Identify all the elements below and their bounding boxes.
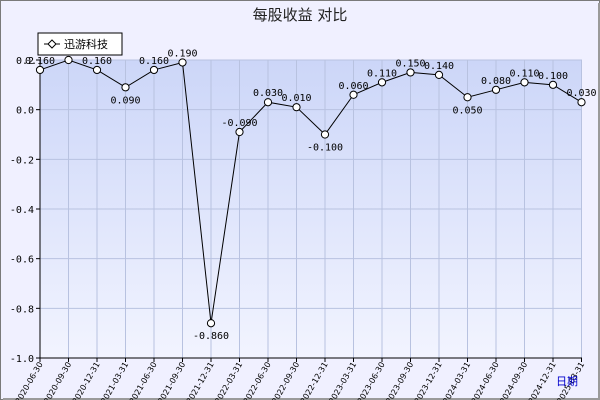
data-point bbox=[548, 80, 558, 89]
data-label: 0.100 bbox=[538, 71, 568, 82]
y-tick-label: 0.2 bbox=[16, 56, 34, 67]
data-label: 0.010 bbox=[281, 93, 311, 104]
data-label: 0.110 bbox=[509, 68, 539, 79]
chart-title: 每股收益 对比 bbox=[253, 6, 348, 24]
data-point bbox=[35, 65, 45, 75]
data-point bbox=[434, 70, 444, 80]
y-tick-label: -0.8 bbox=[10, 304, 34, 315]
series-line bbox=[39, 59, 582, 324]
x-tick-label: 2021-12-31 bbox=[185, 361, 216, 400]
x-tick-label: 2023-09-30 bbox=[384, 361, 415, 400]
data-label: 0.160 bbox=[139, 56, 169, 67]
x-tick-label: 2023-03-31 bbox=[327, 361, 358, 400]
x-tick-label: 2024-09-30 bbox=[498, 361, 529, 400]
data-point bbox=[206, 319, 216, 328]
x-tick-label: 2024-03-31 bbox=[441, 361, 472, 400]
legend-box bbox=[37, 32, 123, 56]
data-label: 0.160 bbox=[25, 56, 55, 67]
data-label: 0.090 bbox=[110, 95, 140, 106]
legend-marker-icon bbox=[47, 39, 57, 49]
x-tick-label: 2021-09-30 bbox=[156, 361, 187, 400]
x-axis-label: 日期 bbox=[556, 375, 578, 388]
data-point bbox=[235, 127, 244, 137]
data-label: 0.060 bbox=[338, 81, 368, 92]
data-label: -0.100 bbox=[307, 143, 343, 154]
data-point bbox=[178, 58, 187, 67]
legend-series-name: 迅游科技 bbox=[64, 37, 108, 51]
data-point bbox=[577, 98, 586, 107]
data-label: 0.110 bbox=[367, 68, 397, 79]
y-axis-ticks: 0.2 0.0 -0.2 -0.4 -0.6 -0.8 -1.0 bbox=[10, 56, 40, 365]
data-point bbox=[463, 93, 472, 102]
data-label: 0.150 bbox=[395, 58, 425, 69]
data-labels: 0.1600.2000.1600.0900.1600.190-0.860-0.0… bbox=[25, 46, 597, 342]
data-label: -0.860 bbox=[193, 331, 229, 342]
x-tick-label: 2023-06-30 bbox=[356, 361, 387, 400]
data-label: 0.030 bbox=[253, 88, 283, 99]
data-point bbox=[292, 103, 301, 112]
grid-lines bbox=[39, 59, 582, 359]
data-point bbox=[377, 78, 387, 87]
x-tick-label: 2021-06-30 bbox=[128, 361, 159, 400]
data-label: 0.030 bbox=[566, 88, 596, 99]
data-point bbox=[520, 78, 529, 87]
frame-shadow-bottom bbox=[3, 398, 600, 400]
data-point bbox=[320, 130, 330, 139]
data-label: 0.140 bbox=[424, 61, 454, 72]
data-point bbox=[64, 55, 73, 65]
y-tick-label: 0.0 bbox=[16, 106, 34, 117]
data-point bbox=[263, 98, 273, 107]
y-tick-label: -1.0 bbox=[10, 354, 34, 365]
x-tick-label: 2020-06-30 bbox=[14, 361, 45, 400]
data-label: 0.190 bbox=[167, 48, 197, 59]
y-tick-label: -0.2 bbox=[10, 155, 34, 166]
data-point bbox=[349, 90, 358, 99]
series-layer bbox=[35, 55, 586, 328]
x-tick-label: 2020-12-31 bbox=[71, 361, 102, 400]
x-tick-label: 2022-06-30 bbox=[242, 361, 273, 400]
x-tick-label: 2021-03-31 bbox=[99, 361, 130, 400]
x-tick-label: 2022-09-30 bbox=[270, 361, 301, 400]
data-point bbox=[121, 83, 130, 92]
frame-shadow-right bbox=[598, 3, 600, 400]
y-tick-label: -0.6 bbox=[10, 255, 34, 266]
x-tick-label: 2022-03-31 bbox=[213, 361, 244, 400]
x-tick-label: 2020-09-30 bbox=[42, 361, 73, 400]
data-label: -0.090 bbox=[221, 118, 257, 129]
data-point bbox=[92, 65, 102, 75]
data-label: 0.050 bbox=[452, 105, 482, 116]
data-point bbox=[491, 85, 501, 94]
x-axis-ticks: 2020-06-302020-09-302020-12-312021-03-31… bbox=[14, 358, 586, 400]
data-label: 0.080 bbox=[481, 76, 511, 87]
x-tick-label: 2024-06-30 bbox=[470, 361, 501, 400]
data-label: 0.160 bbox=[82, 56, 112, 67]
data-point bbox=[149, 65, 159, 75]
legend: 迅游科技 bbox=[37, 32, 123, 56]
x-tick-label: 2024-12-31 bbox=[527, 361, 558, 400]
x-tick-label: 2023-12-31 bbox=[413, 361, 444, 400]
x-tick-label: 2022-12-31 bbox=[299, 361, 330, 400]
data-point bbox=[406, 68, 415, 77]
y-tick-label: -0.4 bbox=[10, 205, 34, 216]
